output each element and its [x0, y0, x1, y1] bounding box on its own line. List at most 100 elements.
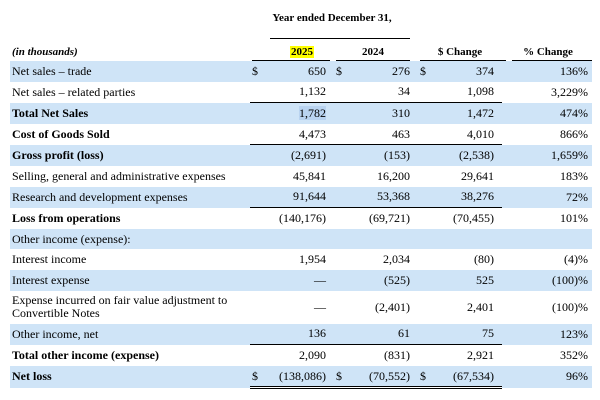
row-label-text: Other income (expense):: [12, 231, 131, 246]
value-change: 1,098: [432, 81, 502, 104]
value-2025: 650: [264, 61, 334, 82]
value-2025-text: 45,841: [293, 168, 326, 183]
value-2025-text: (140,176): [279, 210, 326, 225]
value-2025-text: 91,644: [293, 189, 326, 204]
table-row: Loss from operations (140,176) (69,721) (70…: [10, 208, 592, 229]
row-label-text: Total Net Sales: [12, 105, 89, 120]
value-2024: 463: [348, 123, 418, 146]
currency-symbol: [334, 166, 348, 187]
value-change: 2,401: [432, 291, 502, 324]
income-statement-table: Net sales – trade $650 $276 $374 136% Net sal…: [10, 61, 592, 390]
row-label: Selling, general and administrative expe…: [10, 166, 250, 187]
value-2025: 45,841: [264, 166, 334, 187]
value-2024: 310: [348, 102, 418, 124]
row-label-text: Expense incurred on fair value adjustmen…: [12, 293, 228, 321]
row-label: Cost of Goods Sold: [10, 124, 250, 145]
value-2024-text: (70,552): [369, 368, 410, 383]
period-header: Year ended December 31,: [272, 12, 392, 24]
row-label-text: Net loss: [12, 369, 52, 384]
row-label-text: Interest income: [12, 252, 87, 267]
currency-symbol: [250, 269, 264, 291]
row-label: Loss from operations: [10, 208, 250, 229]
value-2025-text: 136: [308, 326, 326, 341]
currency-symbol: [250, 186, 264, 209]
row-label-text: Research and development expenses: [12, 189, 188, 204]
table-row: Net sales – related parties 1,132 34 1,098 3…: [10, 81, 592, 104]
value-2025-text: (138,086): [279, 368, 326, 383]
currency-symbol: [334, 144, 348, 166]
value-change-text: 1,472: [467, 105, 494, 120]
col-2024-header: 2024: [362, 46, 384, 58]
value-2024-text: (2,401): [375, 299, 410, 314]
value-pct: 123%: [502, 323, 592, 345]
value-change: 2,921: [432, 345, 502, 366]
value-2025-text: 2,090: [299, 347, 326, 362]
currency-symbol: [250, 345, 264, 366]
value-2024: [348, 228, 418, 250]
value-change-text: 1,098: [467, 84, 494, 99]
period-rule: [270, 38, 410, 39]
value-2024: 16,200: [348, 166, 418, 187]
table-row: Research and development expenses 91,644 5…: [10, 186, 592, 209]
currency-symbol: [250, 166, 264, 187]
currency-symbol: [418, 291, 432, 324]
value-change-text: 38,276: [461, 189, 494, 204]
value-change-text: 2,401: [467, 299, 494, 314]
col-2024-rule: [336, 60, 410, 61]
table-row: Other income (expense):: [10, 228, 592, 250]
value-2024-text: 463: [392, 126, 410, 141]
currency-symbol: [418, 81, 432, 104]
currency-symbol: [334, 102, 348, 124]
value-2024: 61: [348, 323, 418, 346]
currency-symbol: [418, 208, 432, 229]
currency-symbol: [334, 81, 348, 104]
value-2025: 4,473: [264, 123, 334, 146]
currency-symbol: [250, 102, 264, 124]
col-pct-header: % Change: [523, 46, 573, 58]
currency-symbol: [250, 123, 264, 146]
value-2025: —: [264, 269, 334, 291]
currency-symbol: [334, 249, 348, 270]
table-row: Cost of Goods Sold 4,473 463 4,010 866%: [10, 123, 592, 146]
row-label: Net sales – related parties: [10, 82, 250, 103]
value-2024-text: 16,200: [377, 168, 410, 183]
currency-symbol: [250, 228, 264, 250]
value-2025-text: (2,691): [291, 148, 326, 163]
value-2024: (153): [348, 144, 418, 166]
table-row: Selling, general and administrative expe…: [10, 166, 592, 187]
value-pct: 136%: [502, 61, 592, 82]
currency-symbol: $: [418, 365, 432, 390]
currency-symbol: [334, 208, 348, 229]
row-label: Research and development expenses: [10, 186, 250, 208]
table-row: Total other income (expense) 2,090 (831) 2,…: [10, 345, 592, 366]
value-2024: 34: [348, 81, 418, 104]
table-row: Gross profit (loss) (2,691) (153) (2,538) 1,…: [10, 144, 592, 166]
units-label: (in thousands): [12, 46, 78, 58]
row-label-text: Net sales – trade: [12, 63, 92, 78]
value-2025-text: 650: [308, 63, 326, 78]
currency-symbol: [418, 102, 432, 124]
row-label: Expense incurred on fair value adjustmen…: [10, 291, 250, 324]
value-change-text: 29,641: [461, 168, 494, 183]
value-2024-text: (153): [384, 148, 410, 163]
value-2024-text: 34: [398, 84, 410, 99]
value-change: (67,534): [432, 365, 502, 390]
currency-symbol: [334, 345, 348, 366]
currency-symbol: [334, 186, 348, 209]
value-pct: 183%: [560, 168, 588, 183]
value-pct: (4)%: [564, 252, 588, 267]
value-2024-text: 310: [392, 105, 410, 120]
value-2024: 53,368: [348, 186, 418, 209]
value-pct: 1,659%: [502, 144, 592, 166]
col-2025-header: 2025: [262, 45, 342, 59]
row-label-text: Other income, net: [12, 326, 99, 341]
value-2025: 1,954: [264, 249, 334, 270]
value-2024: (2,401): [348, 291, 418, 324]
value-change-text: (2,538): [459, 148, 494, 163]
value-change: 1,472: [432, 102, 502, 124]
col-pct-rule: [512, 60, 592, 61]
currency-symbol: $: [250, 365, 264, 390]
value-2025: —: [264, 291, 334, 324]
value-change: 75: [432, 323, 502, 346]
currency-symbol: $: [334, 365, 348, 390]
